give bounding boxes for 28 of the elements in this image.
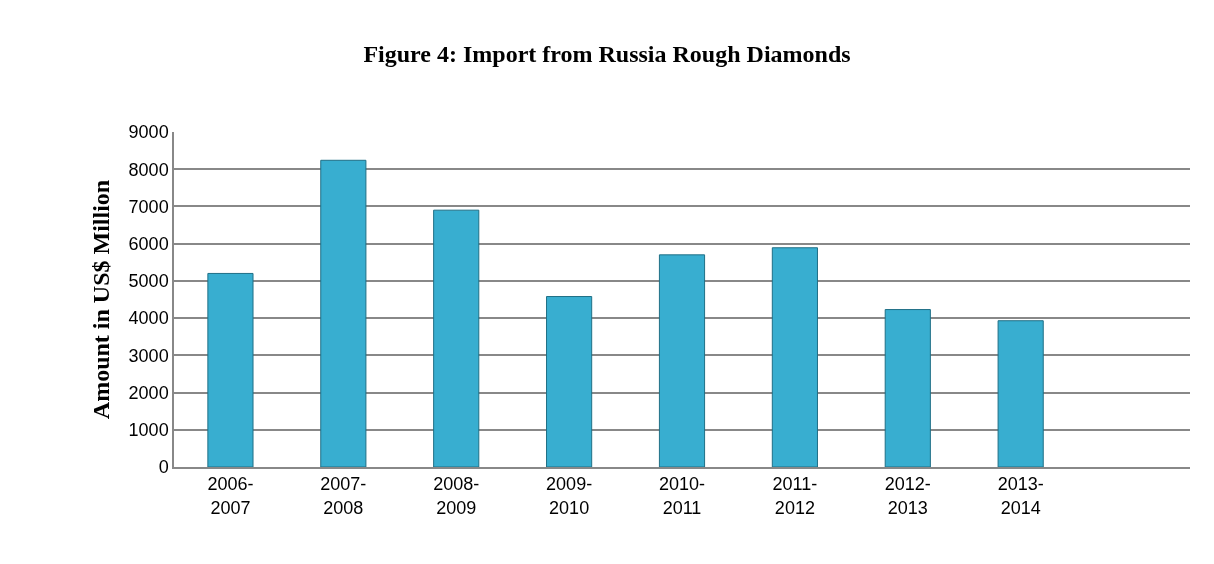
y-tick-label: 5000 [128, 271, 169, 292]
x-tick-label: 2009-2010 [546, 474, 593, 518]
bar [884, 309, 931, 467]
y-axis-title: Amount in US$ Million [88, 179, 115, 420]
x-tick-label: 2011-2012 [772, 474, 818, 518]
y-tick-label: 7000 [128, 196, 169, 217]
y-tick-label: 0 [158, 457, 169, 478]
y-tick-label: 3000 [128, 345, 169, 366]
bar [546, 296, 593, 467]
bar [771, 247, 818, 467]
y-tick-label: 9000 [128, 122, 169, 143]
bar [207, 272, 254, 467]
bar [433, 209, 480, 467]
x-tick-label: 2007-2008 [320, 474, 367, 518]
x-tick-label: 2010-2011 [658, 474, 706, 518]
x-tick-label: 2008-2009 [433, 474, 480, 518]
y-tick-label: 4000 [128, 308, 169, 329]
bar [658, 254, 706, 467]
x-tick-label: 2013-2014 [997, 474, 1044, 518]
y-tick-label: 6000 [128, 233, 169, 254]
x-tick-label: 2006-2007 [207, 474, 254, 518]
bar [320, 159, 367, 467]
chart-title: Figure 4: Import from Russia Rough Diamonds [363, 40, 851, 67]
y-tick-label: 1000 [128, 420, 169, 441]
bar [997, 320, 1044, 467]
y-tick-label: 8000 [128, 159, 169, 180]
x-tick-label: 2012-2013 [884, 474, 931, 518]
y-tick-label: 2000 [128, 382, 169, 403]
